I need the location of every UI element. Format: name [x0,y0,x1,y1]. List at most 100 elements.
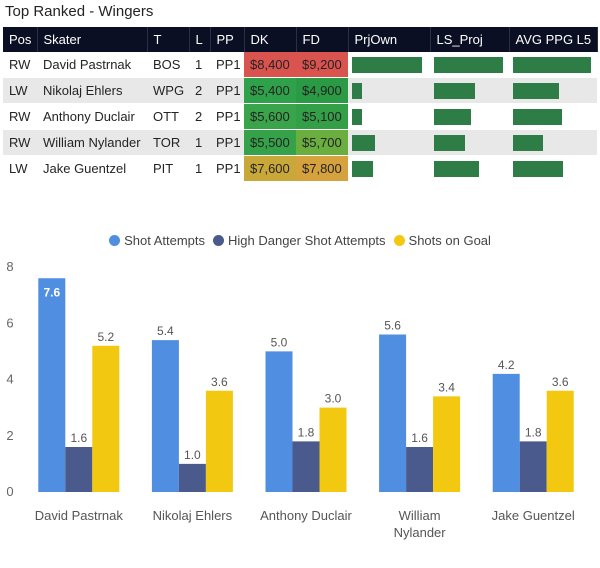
cell-skater: Nikolaj Ehlers [37,77,147,104]
header-prjown[interactable]: PrjOwn [348,27,431,52]
cell-skater: Jake Guentzel [37,155,147,182]
y-tick-label: 0 [6,484,13,499]
cell-dk: $5,600 [244,103,296,130]
x-tick-label: David Pastrnak [35,508,124,523]
data-bar [513,134,543,151]
cell-avg-ppg-bar [509,103,597,130]
bar-mark[interactable] [433,396,461,492]
cell-team: PIT [147,155,189,182]
data-label-bg [321,390,345,406]
bar-mark[interactable] [319,407,347,492]
bar-mark[interactable] [406,447,434,492]
bar-chart: 0 2 4 6 8 7.6 1.6 5.2 David Pastrnak 5.4 1.0 3.6 Nik… [0,228,600,563]
header-pos[interactable]: Pos [3,27,38,52]
bar-mark[interactable] [519,441,547,492]
header-fd[interactable]: FD [296,27,349,52]
data-label-bg [381,317,405,333]
y-tick-label: 2 [6,428,13,443]
cell-fd: $7,800 [296,155,348,182]
table-row[interactable]: LW Jake Guentzel PIT 1 PP1 $7,600 $7,800 [3,155,597,182]
data-label-bg [267,334,291,350]
cell-pos: RW [3,103,37,130]
data-label: 3.6 [211,375,228,389]
data-label-bg [494,356,518,372]
cell-ls-proj-bar [430,129,509,156]
header-team[interactable]: T [147,27,190,52]
cell-avg-ppg-bar [509,155,597,182]
data-bar [434,108,471,125]
data-label-bg [153,323,177,339]
cell-fd: $4,900 [296,77,348,104]
header-skater[interactable]: Skater [37,27,148,52]
cell-line: 1 [189,129,210,156]
visual-title: Top Ranked - Wingers [5,3,154,20]
y-tick-label: 6 [6,315,13,330]
header-pp[interactable]: PP [210,27,245,52]
cell-prjown-bar [348,52,430,78]
data-label: 1.6 [70,431,87,445]
cell-fd: $5,100 [296,103,348,130]
cell-prjown-bar [348,129,430,156]
bar-mark[interactable] [178,463,206,492]
table-row[interactable]: RW William Nylander TOR 1 PP1 $5,500 $5,700 [3,129,597,156]
bar-mark[interactable] [92,345,120,492]
legend-item[interactable]: Shots on Goal [393,233,491,248]
data-bar [513,108,562,125]
data-bar [352,160,373,177]
cell-prjown-bar [348,155,430,182]
cell-avg-ppg-bar [509,77,597,104]
legend-dot-icon [213,235,224,246]
table-header-row: Pos Skater T L PP DK FD PrjOwn LS_Proj A… [3,27,598,52]
cell-pp: PP1 [210,52,244,78]
table-row[interactable]: LW Nikolaj Ehlers WPG 2 PP1 $5,400 $4,900 [3,77,597,104]
legend-label: Shots on Goal [408,233,491,248]
table-row[interactable]: RW David Pastrnak BOS 1 PP1 $8,400 $9,200 [3,52,597,78]
cell-pp: PP1 [210,155,244,182]
data-label: 7.6 [43,285,60,299]
cell-ls-proj-bar [430,52,509,78]
data-bar [434,160,480,177]
cell-pos: RW [3,52,37,78]
data-label: 5.0 [271,335,288,349]
x-tick-label: Anthony Duclair [260,508,352,523]
bar-mark[interactable] [492,373,520,492]
cell-pp: PP1 [210,77,244,104]
cell-skater: David Pastrnak [37,52,147,78]
cell-skater: Anthony Duclair [37,103,147,130]
x-tick-label: Nikolaj Ehlers [153,508,233,523]
table-row[interactable]: RW Anthony Duclair OTT 2 PP1 $5,600 $5,100 [3,103,597,130]
cell-prjown-bar [348,103,430,130]
bar-mark[interactable] [292,441,320,492]
data-label-bg [180,446,204,462]
cell-dk: $5,500 [244,129,296,156]
data-label-bg [521,424,545,440]
header-ls-proj[interactable]: LS_Proj [430,27,510,52]
cell-line: 2 [189,103,210,130]
legend-dot-icon [109,235,121,246]
bar-mark[interactable] [65,447,93,492]
bar-mark[interactable] [379,334,407,493]
legend-item[interactable]: High Danger Shot Attempts [213,233,386,248]
cell-ls-proj-bar [430,155,509,182]
header-dk[interactable]: DK [244,27,297,52]
cell-pos: RW [3,129,37,156]
chart-legend: Shot Attempts High Danger Shot Attempts Sh… [0,233,600,249]
header-avg-ppg[interactable]: AVG PPG L5 [509,27,598,52]
legend-item[interactable]: Shot Attempts [109,233,205,248]
cell-avg-ppg-bar [509,52,597,78]
bar-mark[interactable] [265,351,293,492]
data-label-bg [435,379,459,395]
data-bar [434,82,476,99]
data-label: 1.0 [184,448,201,462]
bar-mark[interactable] [151,340,179,492]
data-label-bg [548,373,572,389]
data-bar [352,56,423,73]
bar-mark[interactable] [38,278,66,492]
data-bar [513,160,563,177]
header-line[interactable]: L [189,27,211,52]
cell-line: 1 [189,155,210,182]
cell-ls-proj-bar [430,77,509,104]
bar-mark[interactable] [546,390,574,492]
y-tick-label: 4 [6,372,13,387]
bar-mark[interactable] [205,390,233,492]
